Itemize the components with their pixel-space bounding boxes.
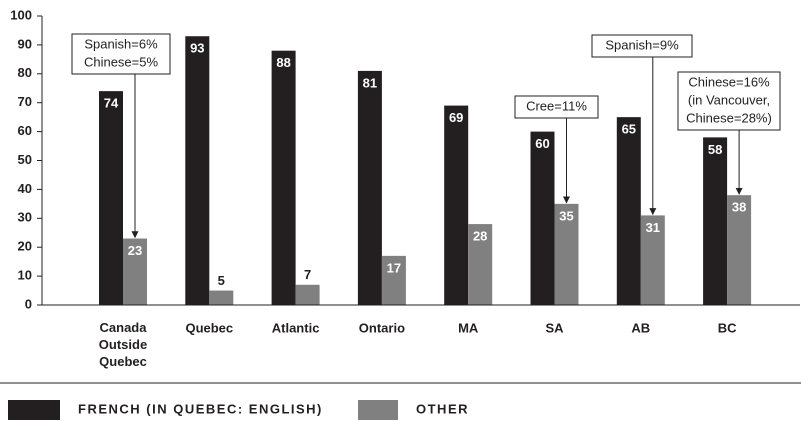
x-tick-label: Atlantic <box>272 320 320 335</box>
value-label: 60 <box>535 136 549 151</box>
annotation-text: (in Vancouver, <box>688 92 770 107</box>
bar <box>381 255 406 305</box>
value-label: 5 <box>218 273 225 288</box>
value-label: 28 <box>473 229 487 244</box>
bar <box>640 215 665 305</box>
bar <box>444 105 469 305</box>
y-tick-label: 20 <box>18 239 32 254</box>
annotation-text: Chinese=16% <box>688 74 770 89</box>
y-tick-label: 0 <box>25 296 32 311</box>
annotation-text: Chinese=5% <box>84 54 159 69</box>
bar <box>295 284 320 305</box>
y-tick-label: 90 <box>18 36 32 51</box>
x-tick-label: Canada Outside Quebec <box>99 320 147 369</box>
legend-swatch <box>358 400 398 420</box>
bar <box>703 137 728 305</box>
x-tick-label-line: Quebec <box>99 354 147 369</box>
x-tick-label: BC <box>718 320 737 335</box>
value-label: 7 <box>304 267 311 282</box>
bar <box>123 238 147 305</box>
bar <box>616 117 641 306</box>
value-label: 65 <box>622 122 636 137</box>
x-tick-label: Ontario <box>359 320 405 335</box>
annotation-box <box>514 95 599 119</box>
bar <box>99 91 123 305</box>
value-label: 23 <box>128 243 142 258</box>
bar <box>727 195 752 305</box>
legend-label: OTHER <box>416 401 469 416</box>
x-tick-label: Quebec <box>185 320 233 335</box>
y-tick-label: 50 <box>18 152 32 167</box>
bar <box>209 290 234 305</box>
y-tick-label: 70 <box>18 94 32 109</box>
x-tick-label: AB <box>631 320 650 335</box>
bar <box>554 203 579 305</box>
x-tick-label-line: Outside <box>99 337 147 352</box>
y-tick-label: 60 <box>18 123 32 138</box>
y-tick-label: 30 <box>18 210 32 225</box>
x-tick-label: SA <box>545 320 564 335</box>
y-tick-label: 10 <box>18 268 32 283</box>
x-tick-label: MA <box>458 320 479 335</box>
annotation-text: Spanish=9% <box>605 37 679 52</box>
legend-swatch <box>8 400 60 420</box>
x-tick-label-line: Canada <box>100 320 148 335</box>
value-label: 69 <box>449 110 463 125</box>
annotation-text: Cree=11% <box>526 98 587 113</box>
bar <box>468 224 493 305</box>
bar <box>530 131 555 305</box>
bar <box>185 36 210 305</box>
annotation-box <box>677 71 781 131</box>
y-tick-label: 80 <box>18 65 32 80</box>
value-label: 58 <box>708 142 722 157</box>
value-label: 17 <box>387 260 401 275</box>
legend-label: FRENCH (IN QUEBEC: ENGLISH) <box>78 401 323 416</box>
value-label: 88 <box>276 55 290 70</box>
value-label: 93 <box>190 41 204 56</box>
bar <box>271 50 296 306</box>
value-label: 74 <box>104 96 119 111</box>
y-tick-label: 100 <box>10 7 32 22</box>
value-label: 31 <box>646 220 660 235</box>
value-label: 35 <box>559 208 573 223</box>
annotation-box <box>591 34 693 58</box>
annotation-text: Spanish=6% <box>84 36 158 51</box>
y-tick-label: 40 <box>18 181 32 196</box>
annotation-text: Chinese=28%) <box>686 110 772 125</box>
value-label: 81 <box>363 75 377 90</box>
bar <box>357 70 382 305</box>
value-label: 38 <box>732 200 746 215</box>
annotation-box <box>71 33 171 75</box>
